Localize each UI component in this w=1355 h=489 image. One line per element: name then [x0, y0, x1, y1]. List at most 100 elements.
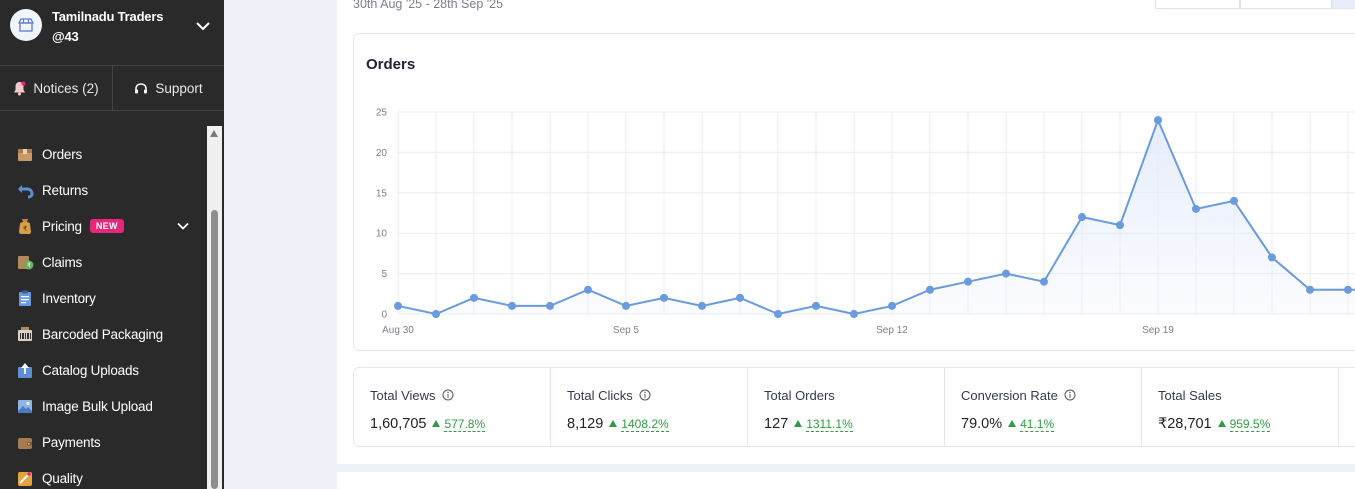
sidebar: Tamilnadu Traders @43 Notices (2) Suppor… — [0, 0, 224, 489]
sidebar-item-label: Payments — [42, 434, 101, 450]
period-option[interactable] — [1155, 0, 1240, 9]
info-icon[interactable] — [639, 389, 651, 401]
y-tick-label: 5 — [381, 269, 387, 280]
metric-total-sales[interactable]: Total Sales ₹28,701 959.5% — [1142, 368, 1339, 446]
y-tick-label: 20 — [376, 148, 388, 159]
info-icon[interactable] — [442, 389, 454, 401]
data-point — [1268, 253, 1276, 262]
period-option-selected[interactable] — [1332, 0, 1355, 9]
data-point — [508, 301, 516, 310]
y-tick-label: 0 — [381, 310, 387, 321]
scroll-thumb[interactable] — [211, 210, 218, 489]
sidebar-item-image-bulk-upload[interactable]: Image Bulk Upload — [0, 388, 207, 424]
metric-total-views[interactable]: Total Views 1,60,705 577.8% — [354, 368, 551, 446]
headset-icon — [135, 82, 148, 93]
data-point — [888, 301, 896, 310]
data-point — [584, 285, 592, 294]
image-icon — [16, 397, 34, 415]
data-point — [1230, 196, 1238, 205]
trend-up-icon — [1008, 419, 1017, 427]
data-point — [1116, 221, 1124, 230]
data-point — [698, 301, 706, 310]
data-point — [1344, 285, 1352, 294]
data-point — [926, 285, 934, 294]
metric-total-orders[interactable]: Total Orders 127 1311.1% — [748, 368, 945, 446]
sidebar-item-label: Returns — [42, 182, 88, 198]
metric-value: ₹28,701 — [1158, 416, 1212, 432]
notices-label: Notices (2) — [33, 81, 99, 96]
metric-value: 127 — [764, 416, 789, 432]
account-switcher[interactable]: Tamilnadu Traders @43 — [0, 0, 224, 66]
sidebar-item-inventory[interactable]: Inventory — [0, 280, 207, 316]
sidebar-item-catalog-uploads[interactable]: Catalog Uploads — [0, 352, 207, 388]
sidebar-item-label: Inventory — [42, 290, 96, 306]
x-tick-label: Aug 30 — [382, 325, 414, 336]
claims-icon: ₹ — [16, 253, 34, 271]
sidebar-item-payments[interactable]: Payments — [0, 424, 207, 460]
chart-title: Orders — [366, 56, 416, 73]
info-icon[interactable] — [1064, 389, 1076, 401]
metric-label: Total Orders — [764, 387, 835, 403]
data-point — [1306, 285, 1314, 294]
svg-text:₹: ₹ — [23, 225, 28, 233]
sidebar-item-orders[interactable]: Orders — [0, 136, 207, 172]
sidebar-item-label: Catalog Uploads — [42, 362, 139, 378]
metric-label: Total Sales — [1158, 387, 1222, 403]
y-tick-label: 10 — [376, 229, 388, 240]
orders-line-chart: 0 5 10 15 20 25 Aug 30 Sep 5 Sep 12 Sep 19 — [376, 108, 1355, 336]
data-point — [660, 293, 668, 302]
box-icon — [16, 145, 34, 163]
y-tick-label: 15 — [376, 188, 388, 199]
metric-change: 577.8% — [444, 416, 486, 432]
data-point — [622, 301, 630, 310]
series-line — [397, 117, 1355, 316]
sidebar-item-barcoded-packaging[interactable]: Barcoded Packaging — [0, 316, 207, 352]
data-point — [812, 301, 820, 310]
data-point — [850, 310, 858, 318]
trend-up-icon — [432, 419, 441, 427]
metric-change: 959.5% — [1229, 416, 1271, 432]
data-point — [470, 293, 478, 302]
data-point — [546, 301, 554, 310]
data-point — [1078, 213, 1086, 222]
sidebar-item-label: Pricing — [42, 218, 82, 234]
scroll-up-arrow-icon[interactable] — [210, 130, 218, 137]
sidebar-scrollbar[interactable] — [207, 126, 222, 489]
upload-icon — [16, 361, 34, 379]
sidebar-item-quality[interactable]: Quality — [0, 460, 207, 489]
store-avatar-icon — [10, 9, 42, 41]
account-name: Tamilnadu Traders @43 — [52, 9, 164, 44]
data-point — [774, 310, 782, 318]
metric-conversion-rate[interactable]: Conversion Rate 79.0% 41.1% — [945, 368, 1142, 446]
metric-label: Conversion Rate — [961, 387, 1058, 403]
quality-icon — [16, 469, 34, 487]
svg-text:₹: ₹ — [27, 262, 31, 270]
metric-total-clicks[interactable]: Total Clicks 8,129 1408.2% — [551, 368, 748, 446]
sidebar-item-pricing[interactable]: ₹ Pricing NEW — [0, 208, 207, 244]
data-point — [736, 293, 744, 302]
sidebar-item-label: Claims — [42, 254, 83, 270]
sidebar-item-label: Orders — [42, 146, 83, 162]
sidebar-nav: Orders Returns ₹ Pricing NEW ₹ Claims In… — [0, 136, 207, 489]
bell-icon — [14, 81, 26, 96]
y-tick-label: 25 — [376, 108, 388, 119]
sidebar-item-label: Quality — [42, 470, 83, 486]
main-gutter — [224, 0, 337, 489]
date-range-label: 30th Aug '25 - 28th Sep '25 — [353, 0, 504, 11]
period-option[interactable] — [1240, 0, 1332, 9]
notices-button[interactable]: Notices (2) — [0, 66, 112, 111]
support-button[interactable]: Support — [112, 66, 224, 111]
trend-up-icon — [609, 419, 618, 427]
sidebar-item-returns[interactable]: Returns — [0, 172, 207, 208]
metric-change: 41.1% — [1020, 416, 1055, 432]
section-divider — [337, 464, 1355, 472]
new-badge: NEW — [89, 219, 124, 233]
chevron-down-icon[interactable] — [175, 218, 191, 234]
data-point — [1154, 116, 1162, 125]
x-tick-label: Sep 5 — [613, 325, 640, 336]
metrics-bar: Total Views 1,60,705 577.8% Total Clicks … — [353, 367, 1355, 447]
sidebar-item-claims[interactable]: ₹ Claims — [0, 244, 207, 280]
data-point — [432, 310, 440, 318]
chevron-down-icon[interactable] — [194, 17, 212, 35]
data-point — [1040, 277, 1048, 286]
